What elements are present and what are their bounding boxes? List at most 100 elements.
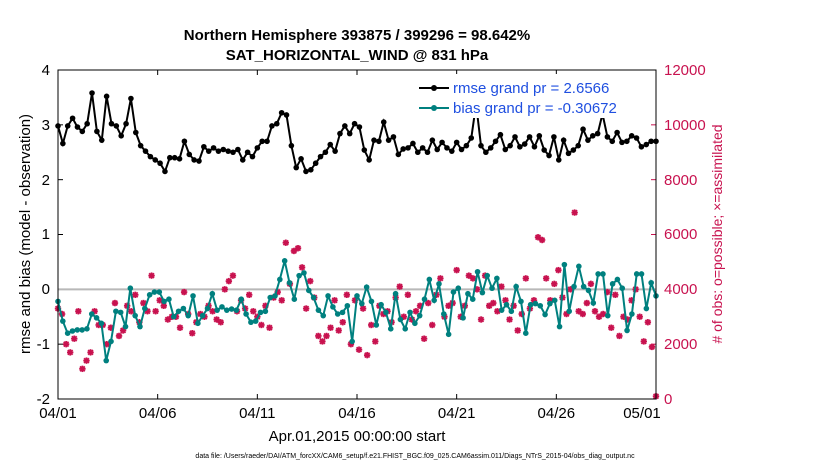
bias-point (161, 298, 167, 305)
bias-point (421, 296, 428, 303)
obs-count-marker-stroke (368, 321, 375, 329)
rmse-point (463, 142, 470, 149)
bias-point (547, 300, 553, 307)
obs-count-marker (555, 266, 562, 274)
obs-count-marker-stroke (396, 283, 403, 290)
y-right-tick-label-4: 8000 (664, 172, 697, 189)
rmse-point (322, 149, 329, 156)
bias-point (576, 263, 582, 270)
obs-count-marker (644, 319, 652, 326)
rmse-point (239, 157, 246, 163)
obs-count-marker (245, 291, 253, 299)
rmse-point (414, 149, 421, 156)
rmse-point (405, 145, 411, 151)
bias-point (600, 271, 606, 277)
obs-count-marker (469, 275, 477, 282)
obs-count-marker-stroke (71, 335, 78, 342)
bias-point (571, 283, 577, 290)
rmse-point (643, 141, 650, 148)
bias-point (479, 289, 486, 296)
bias-point (175, 308, 182, 315)
bias-point (137, 323, 143, 330)
obs-count-marker (225, 277, 233, 285)
rmse-point (551, 134, 557, 140)
obs-count-marker-stroke (331, 297, 338, 304)
obs-count-marker-stroke (299, 264, 306, 271)
rmse-point (395, 151, 402, 158)
bias-point (195, 320, 201, 327)
bias-point (349, 338, 355, 345)
rmse-point (628, 133, 635, 139)
obs-count-marker-stroke (551, 280, 558, 287)
rmse-point (210, 145, 217, 151)
rmse-series (55, 90, 659, 175)
rmse-point (225, 148, 231, 154)
obs-count-marker-stroke (258, 321, 265, 329)
bias-point (199, 312, 206, 319)
rmse-point (487, 145, 494, 151)
bias-point (228, 306, 235, 312)
bias-point (354, 293, 360, 299)
rmse-point (196, 158, 202, 164)
obs-count-marker (579, 310, 586, 318)
obs-count-marker (498, 283, 505, 290)
bias-point (277, 276, 283, 283)
rmse-point (492, 138, 499, 145)
rmse-point (137, 142, 144, 149)
rmse-point (157, 160, 163, 167)
rmse-point (453, 139, 460, 146)
bias-point (170, 313, 177, 320)
obs-count-marker (355, 346, 363, 353)
bias-point (127, 285, 134, 292)
bias-point (180, 305, 187, 312)
obs-count-marker-stroke (152, 308, 159, 315)
rmse-point (342, 123, 348, 129)
rmse-point (113, 123, 120, 129)
bias-point (74, 327, 81, 333)
rmse-point (594, 130, 601, 137)
rmse-point (254, 145, 261, 151)
legend-bias-marker (431, 105, 437, 111)
bias-point (494, 275, 500, 282)
legend-rmse-label: rmse grand pr = 2.6566 (453, 80, 609, 97)
y-tick-label-3: 1 (42, 226, 50, 243)
rmse-point (98, 137, 105, 143)
obs-count-marker (278, 297, 285, 304)
rmse-point (230, 149, 236, 156)
rmse-point (449, 148, 455, 154)
obs-count-marker-stroke (360, 305, 367, 312)
rmse-point (546, 152, 552, 159)
footer-data-file: data file: /Users/raeder/DAI/ATM_forcXX/… (195, 453, 635, 460)
rmse-point (278, 109, 285, 116)
obs-count-marker (331, 297, 338, 304)
obs-count-marker (282, 239, 290, 246)
rmse-point (478, 142, 484, 149)
obs-count-marker (229, 272, 237, 279)
bias-point (474, 268, 481, 275)
obs-count-marker-stroke (307, 278, 314, 285)
obs-count-marker-stroke (412, 308, 420, 315)
obs-count-marker (363, 351, 371, 359)
rmse-point (507, 142, 513, 149)
obs-count-marker (551, 280, 558, 288)
rmse-point (434, 146, 441, 153)
obs-count-marker-stroke (128, 308, 135, 315)
bias-point (518, 298, 524, 305)
rmse-point (580, 126, 586, 133)
obs-count-marker-stroke (229, 272, 236, 279)
obs-count-marker-stroke (364, 352, 371, 359)
rmse-point (638, 143, 645, 150)
obs-count-marker (294, 245, 302, 252)
obs-count-marker (514, 327, 521, 334)
obs-count-marker-stroke (453, 267, 460, 274)
bias-point (238, 296, 245, 303)
bias-point (257, 309, 264, 316)
bias-point (60, 318, 66, 324)
obs-count-marker-stroke (156, 297, 163, 304)
rmse-point (152, 157, 159, 163)
rmse-point (517, 143, 523, 150)
rmse-point (118, 133, 125, 139)
bias-point (489, 285, 495, 292)
rmse-point (69, 115, 76, 122)
